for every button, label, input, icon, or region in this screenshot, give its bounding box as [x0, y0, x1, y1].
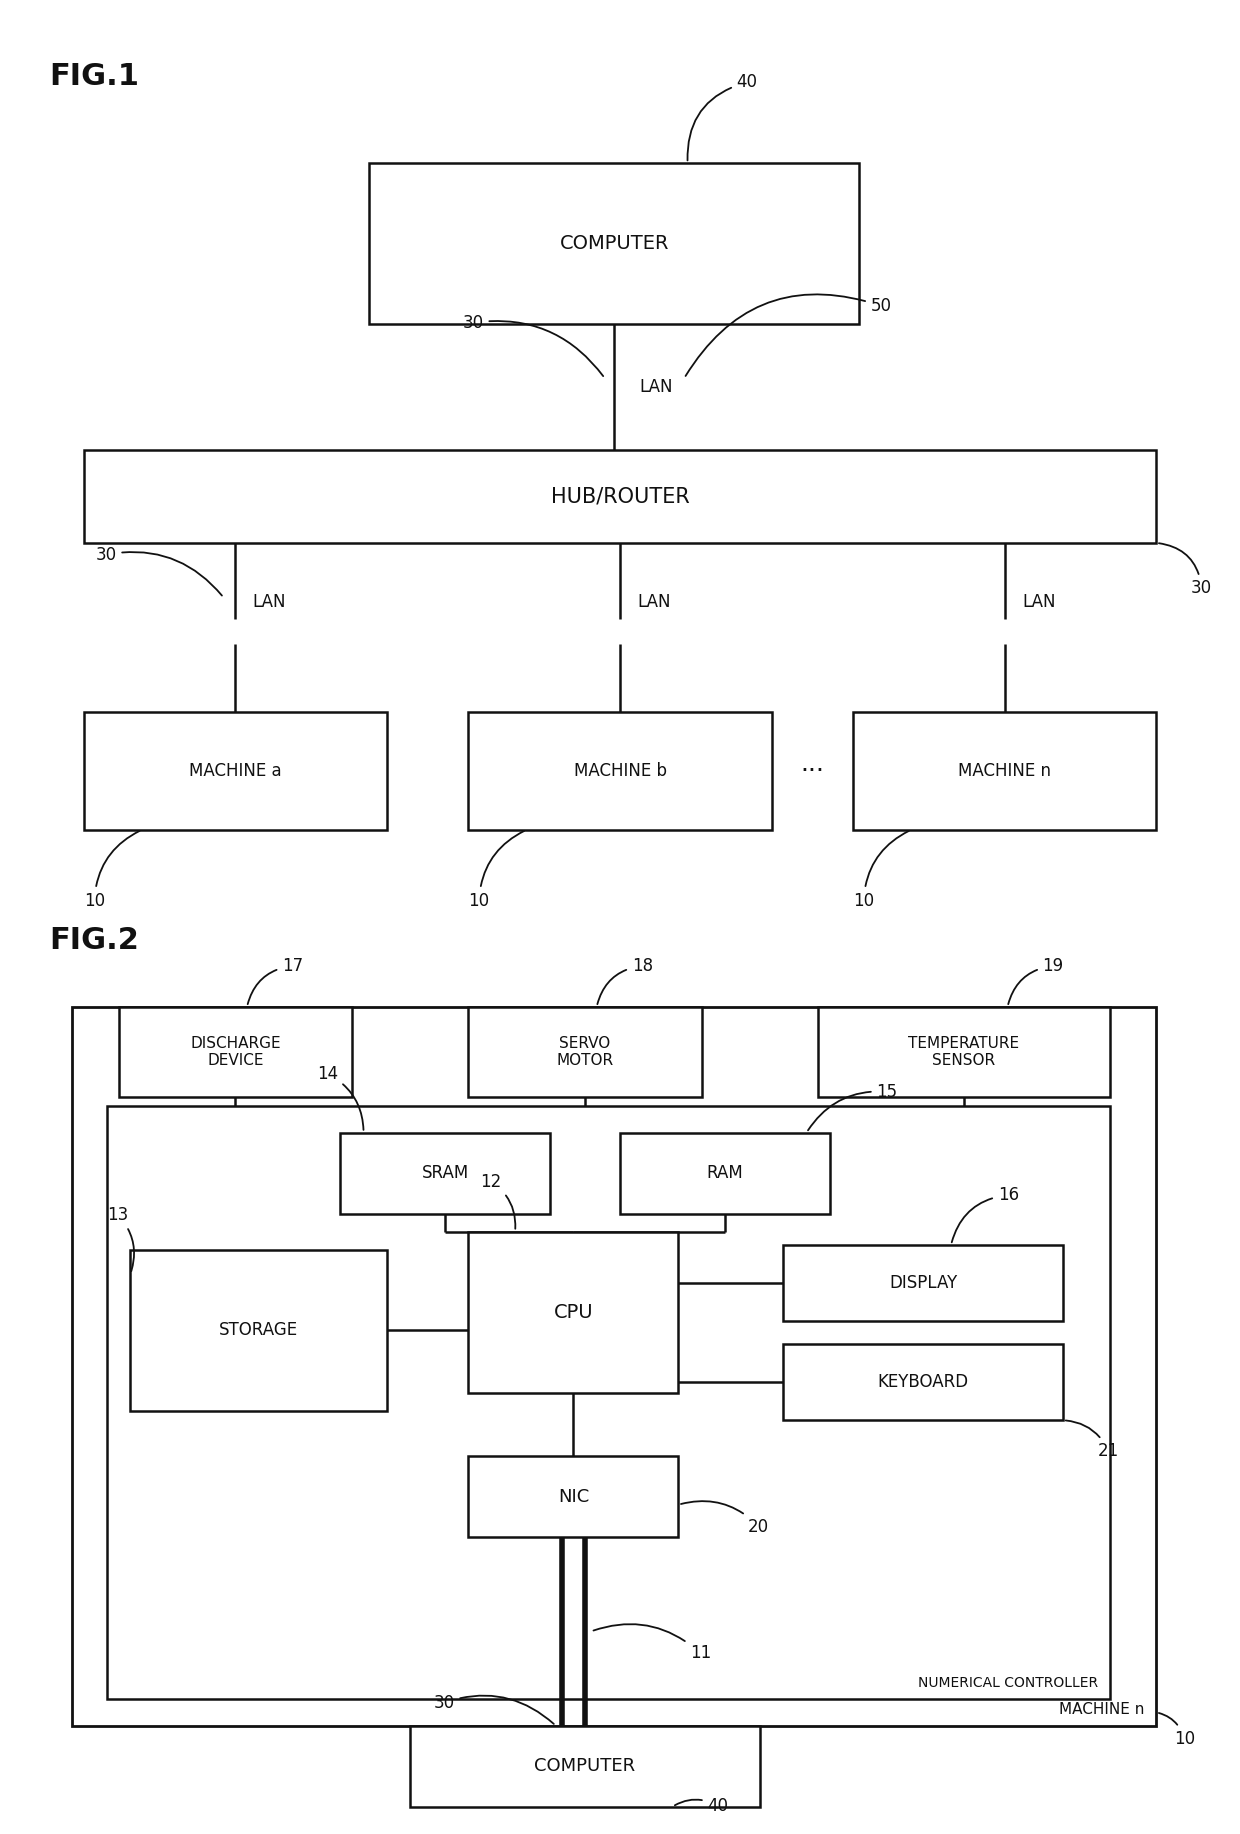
Bar [107, 1106, 1110, 1698]
Text: 40: 40 [675, 1797, 728, 1816]
Bar [119, 1007, 352, 1097]
Bar [84, 449, 1156, 543]
Text: CPU: CPU [553, 1302, 593, 1322]
Bar [784, 1245, 1063, 1320]
Text: LAN: LAN [1022, 592, 1055, 611]
Text: KEYBOARD: KEYBOARD [878, 1374, 968, 1390]
Bar [72, 1007, 1156, 1726]
Bar [469, 712, 771, 829]
Bar [84, 712, 387, 829]
Text: 16: 16 [952, 1187, 1019, 1242]
Text: 13: 13 [107, 1205, 134, 1271]
Text: 10: 10 [1159, 1713, 1195, 1748]
Text: MACHINE a: MACHINE a [188, 761, 281, 779]
Text: COMPUTER: COMPUTER [534, 1757, 636, 1775]
Text: 10: 10 [469, 831, 525, 910]
Text: SRAM: SRAM [422, 1165, 469, 1183]
Text: LAN: LAN [253, 592, 286, 611]
Bar [410, 1726, 760, 1806]
Text: 30: 30 [1159, 543, 1213, 598]
Bar [469, 1007, 702, 1097]
Bar [469, 1232, 678, 1394]
Text: 30: 30 [434, 1695, 554, 1724]
Text: 10: 10 [853, 831, 909, 910]
Text: DISCHARGE
DEVICE: DISCHARGE DEVICE [190, 1036, 280, 1067]
Text: HUB/ROUTER: HUB/ROUTER [551, 486, 689, 506]
Bar [853, 712, 1156, 829]
Text: MACHINE n: MACHINE n [959, 761, 1052, 779]
Text: 10: 10 [84, 831, 140, 910]
Text: 12: 12 [480, 1172, 516, 1229]
Text: FIG.1: FIG.1 [48, 62, 139, 92]
Text: 18: 18 [598, 957, 652, 1005]
Bar [784, 1344, 1063, 1420]
Bar [620, 1133, 830, 1214]
Text: TEMPERATURE
SENSOR: TEMPERATURE SENSOR [908, 1036, 1019, 1067]
Text: FIG.2: FIG.2 [48, 926, 139, 956]
Text: LAN: LAN [637, 592, 671, 611]
Bar [818, 1007, 1110, 1097]
Text: 11: 11 [594, 1625, 712, 1662]
Text: MACHINE n: MACHINE n [1059, 1702, 1145, 1717]
Bar [370, 163, 859, 323]
Text: 50: 50 [686, 295, 892, 376]
Text: STORAGE: STORAGE [219, 1320, 299, 1339]
Text: 15: 15 [808, 1082, 898, 1130]
Text: 20: 20 [681, 1502, 769, 1535]
Text: DISPLAY: DISPLAY [889, 1275, 957, 1293]
Text: NIC: NIC [558, 1487, 589, 1506]
Text: SERVO
MOTOR: SERVO MOTOR [557, 1036, 614, 1067]
Bar [130, 1249, 387, 1412]
Text: 17: 17 [248, 957, 303, 1005]
Text: 30: 30 [95, 547, 222, 596]
Text: ···: ··· [800, 759, 825, 783]
Text: 21: 21 [1065, 1421, 1120, 1460]
Text: MACHINE b: MACHINE b [573, 761, 667, 779]
Bar [340, 1133, 551, 1214]
Text: NUMERICAL CONTROLLER: NUMERICAL CONTROLLER [918, 1676, 1097, 1689]
Text: LAN: LAN [640, 378, 673, 396]
Text: COMPUTER: COMPUTER [559, 235, 668, 253]
Text: RAM: RAM [707, 1165, 743, 1183]
Text: 40: 40 [687, 73, 758, 160]
Text: 19: 19 [1008, 957, 1064, 1005]
Text: 14: 14 [317, 1066, 363, 1130]
Bar [469, 1456, 678, 1537]
Text: 30: 30 [463, 314, 603, 376]
